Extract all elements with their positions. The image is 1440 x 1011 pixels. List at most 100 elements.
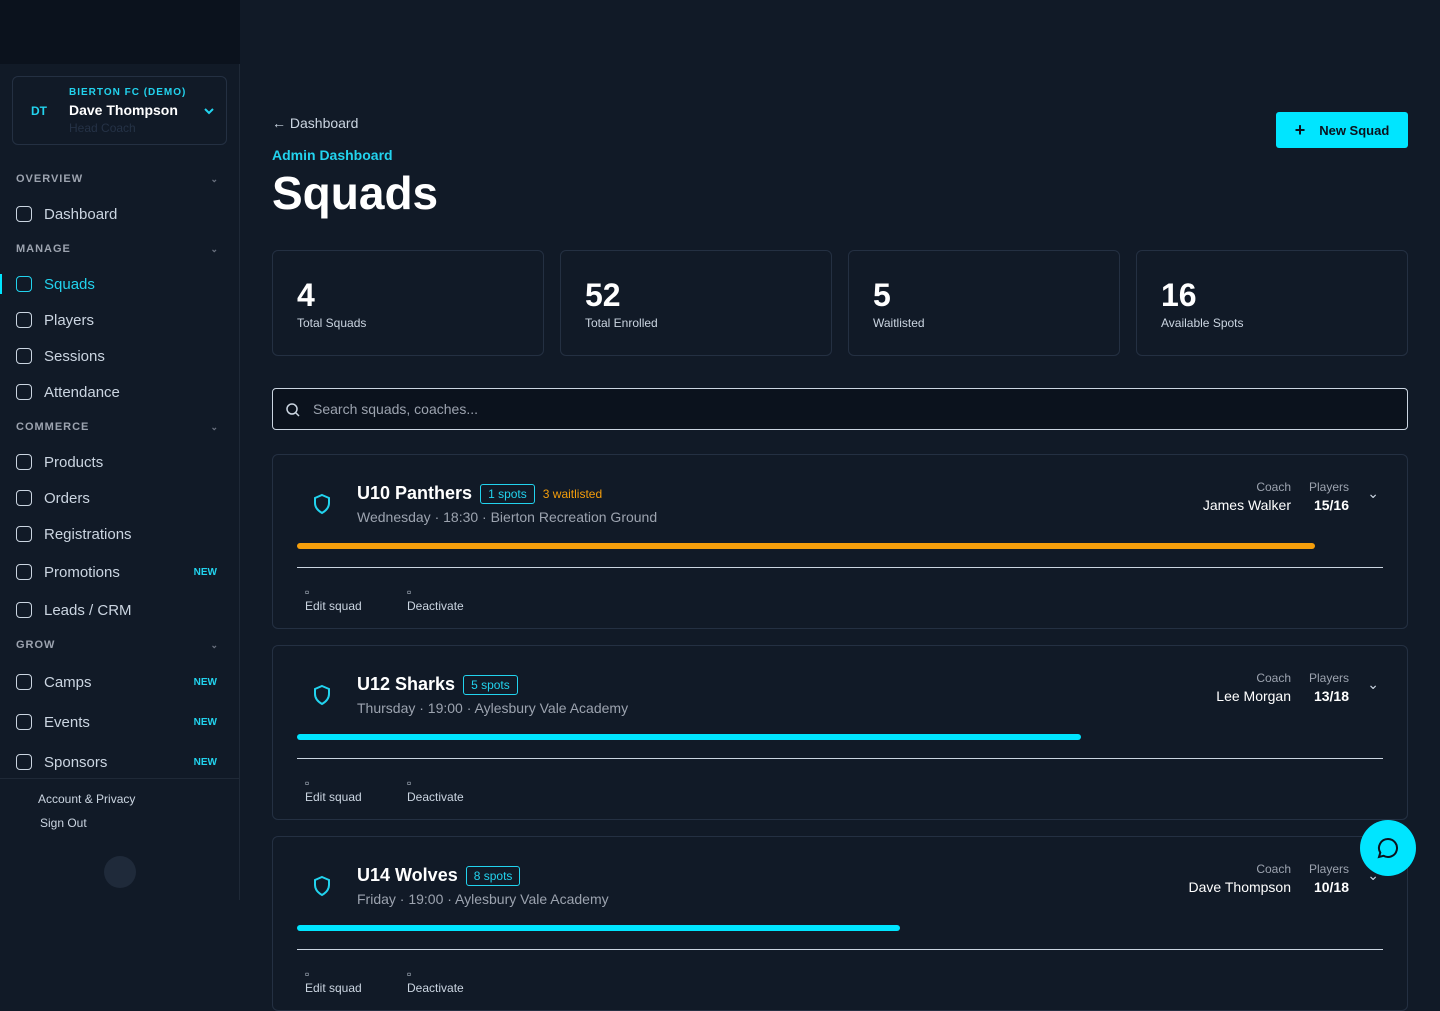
initials: DT <box>31 104 47 118</box>
shield-icon <box>314 493 330 515</box>
stat-label: Available Spots <box>1161 316 1244 330</box>
nav-label: Promotions <box>44 563 120 581</box>
role: Head Coach <box>69 121 136 135</box>
players-label: Players <box>1308 671 1349 685</box>
edit-button[interactable]: ▫ Edit squad <box>305 585 362 613</box>
nav-icon <box>16 348 32 364</box>
chat-icon <box>1377 837 1398 859</box>
nav-label: Events <box>44 713 90 731</box>
nav-item[interactable]: Squads <box>0 266 239 302</box>
nav-item[interactable]: Attendance <box>0 374 239 410</box>
chat-button[interactable] <box>1360 820 1416 876</box>
nav-item[interactable]: Leads / CRM <box>0 592 239 628</box>
nav-item[interactable]: Orders <box>0 480 239 516</box>
nav-item[interactable]: Sessions <box>0 338 239 374</box>
section-title: COMMERCE <box>16 421 90 433</box>
signout-link[interactable]: Sign Out <box>40 816 87 830</box>
players-count: 10/18 <box>1313 879 1349 895</box>
breadcrumb[interactable]: Admin Dashboard <box>272 147 393 163</box>
stat-value: 5 <box>873 277 891 313</box>
deactivate-text: Deactivate <box>407 599 464 613</box>
account-link[interactable]: Account & Privacy <box>38 792 136 806</box>
nav-label: Leads / CRM <box>44 601 132 619</box>
progress-track <box>297 925 1383 931</box>
action-icon: ▫ <box>305 967 310 981</box>
nav-icon <box>16 276 32 292</box>
squad-card: U12 Sharks 5 spots Thursday · 19:00 · Ayle… <box>272 645 1408 820</box>
nav-item[interactable]: Sponsors NEW <box>0 742 239 782</box>
nav: OVERVIEW ⌄ Dashboard MANAGE ⌄ Squads Players Se… <box>0 162 239 782</box>
expand-chevron[interactable]: ⌄ <box>1367 485 1379 501</box>
collapse-button[interactable] <box>104 856 136 888</box>
nav-item[interactable]: Dashboard <box>0 196 239 232</box>
squad-name: U14 Wolves <box>357 865 458 885</box>
section-heading[interactable]: GROW ⌄ <box>0 628 239 662</box>
coach-name: Dave Thompson <box>1188 879 1291 895</box>
players-label: Players <box>1308 480 1349 494</box>
button-label: New Squad <box>1319 122 1390 138</box>
coach-name: Lee Morgan <box>1216 688 1291 704</box>
search-box[interactable]: Search squads, coaches... <box>272 388 1408 430</box>
new-badge: NEW <box>193 566 217 578</box>
nav-item[interactable]: Registrations <box>0 516 239 552</box>
spots-badge: 5 spots <box>463 674 518 695</box>
stat-card: 52 Total Enrolled <box>560 250 832 356</box>
section-heading[interactable]: OVERVIEW ⌄ <box>0 162 239 196</box>
nav-label: Squads <box>44 275 95 293</box>
expand-chevron[interactable]: ⌄ <box>1367 867 1379 883</box>
players-count: 15/16 <box>1313 497 1349 513</box>
nav-item[interactable]: Camps NEW <box>0 662 239 702</box>
squad-title-row: U14 Wolves 8 spots <box>357 865 521 886</box>
players-label: Players <box>1308 862 1349 876</box>
deactivate-button[interactable]: ▫ Deactivate <box>407 776 464 804</box>
section-heading[interactable]: COMMERCE ⌄ <box>0 410 239 444</box>
user-card[interactable]: DT BIERTON FC (DEMO) Dave Thompson Head … <box>12 76 227 145</box>
coach-name: James Walker <box>1202 497 1291 513</box>
nav-item[interactable]: Products <box>0 444 239 480</box>
squad-schedule: Thursday · 19:00 · Aylesbury Vale Academ… <box>357 700 629 716</box>
progress-bar <box>297 543 1316 549</box>
nav-icon <box>16 526 32 542</box>
search-placeholder: Search squads, coaches... <box>313 401 478 417</box>
nav-icon <box>16 312 32 328</box>
back-link[interactable]: ← Dashboard <box>272 115 359 131</box>
nav-label: Orders <box>44 489 90 507</box>
section-chevron: ⌄ <box>210 173 219 184</box>
expand-chevron[interactable]: ⌄ <box>1367 676 1379 692</box>
nav-icon <box>16 454 32 470</box>
spots-badge: 1 spots <box>480 483 535 504</box>
deactivate-button[interactable]: ▫ Deactivate <box>407 585 464 613</box>
coach-label: Coach <box>1256 862 1291 876</box>
nav-label: Attendance <box>44 383 120 401</box>
nav-icon <box>16 564 32 580</box>
page-title: Squads <box>272 167 439 219</box>
chevron <box>204 108 214 115</box>
stat-label: Total Enrolled <box>585 316 658 330</box>
squad-card: U14 Wolves 8 spots Friday · 19:00 · Aylesb… <box>272 836 1408 1011</box>
sidebar-top <box>0 0 240 64</box>
divider <box>297 567 1383 568</box>
progress-bar <box>297 734 1082 740</box>
nav-item[interactable]: Events NEW <box>0 702 239 742</box>
back-text: Dashboard <box>289 115 359 131</box>
progress-track <box>297 543 1383 549</box>
coach-label: Coach <box>1256 671 1291 685</box>
waitlist-label: 3 waitlisted <box>542 486 603 501</box>
divider <box>297 758 1383 759</box>
new-squad-button[interactable]: + New Squad <box>1276 112 1408 148</box>
section-title: GROW <box>16 639 56 651</box>
nav-label: Registrations <box>44 525 132 543</box>
nav-item[interactable]: Players <box>0 302 239 338</box>
sidebar: DT BIERTON FC (DEMO) Dave Thompson Head … <box>0 0 240 900</box>
stat-label: Waitlisted <box>873 316 925 330</box>
section-heading[interactable]: MANAGE ⌄ <box>0 232 239 266</box>
nav-label: Camps <box>44 673 92 691</box>
deactivate-button[interactable]: ▫ Deactivate <box>407 967 464 995</box>
edit-button[interactable]: ▫ Edit squad <box>305 967 362 995</box>
edit-button[interactable]: ▫ Edit squad <box>305 776 362 804</box>
nav-label: Sessions <box>44 347 105 365</box>
nav-item[interactable]: Promotions NEW <box>0 552 239 592</box>
new-badge: NEW <box>193 676 217 688</box>
squad-title-row: U12 Sharks 5 spots <box>357 674 518 695</box>
